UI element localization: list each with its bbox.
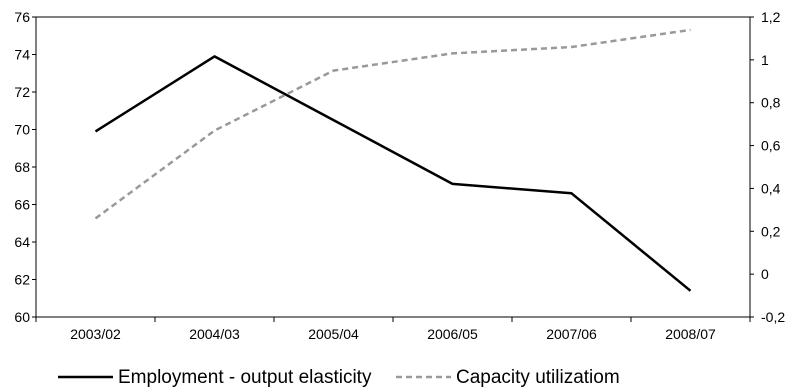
right-axis-ticks: -0,2 0 0,2 0,4 0,6 0,8 1 1,2: [750, 9, 785, 325]
left-tick-label: 68: [14, 159, 30, 175]
right-tick-label: 0: [761, 266, 769, 282]
x-tick-label: 2005/04: [308, 326, 359, 342]
x-tick-label: 2006/05: [427, 326, 478, 342]
series-line-employment: [94, 55, 692, 292]
x-tick-label: 2003/02: [70, 326, 121, 342]
right-tick-label: 1,2: [761, 9, 781, 25]
right-tick-label: 0,8: [761, 95, 781, 111]
x-tick-label: 2007/06: [546, 326, 597, 342]
series-line-capacity: [94, 28, 691, 220]
series-layer: [94, 28, 692, 292]
left-tick-label: 72: [14, 84, 30, 100]
right-tick-label: 0,4: [761, 180, 781, 196]
left-tick-label: 60: [14, 309, 30, 325]
x-axis-ticks: 2003/02 2004/03 2005/04 2006/05 2007/06 2008/…: [35, 317, 751, 342]
right-tick-label: 0,6: [761, 138, 781, 154]
legend-label-employment: Employment - output elasticity: [118, 367, 372, 387]
left-tick-label: 76: [14, 9, 30, 25]
x-tick-label: 2004/03: [189, 326, 240, 342]
legend: Employment - output elasticity Capacity …: [58, 367, 620, 387]
left-tick-label: 70: [14, 122, 30, 138]
legend-label-capacity: Capacity utilizatiom: [456, 367, 620, 387]
left-axis-ticks: 60 62 64 66 68 70 72 74 76: [14, 9, 36, 325]
left-tick-label: 74: [14, 47, 30, 63]
x-tick-label: 2008/07: [665, 326, 716, 342]
right-tick-label: 0,2: [761, 223, 781, 239]
left-tick-label: 66: [14, 197, 30, 213]
left-tick-label: 62: [14, 272, 30, 288]
right-tick-label: 1: [761, 52, 769, 68]
right-tick-label: -0,2: [761, 309, 785, 325]
left-tick-label: 64: [14, 234, 30, 250]
